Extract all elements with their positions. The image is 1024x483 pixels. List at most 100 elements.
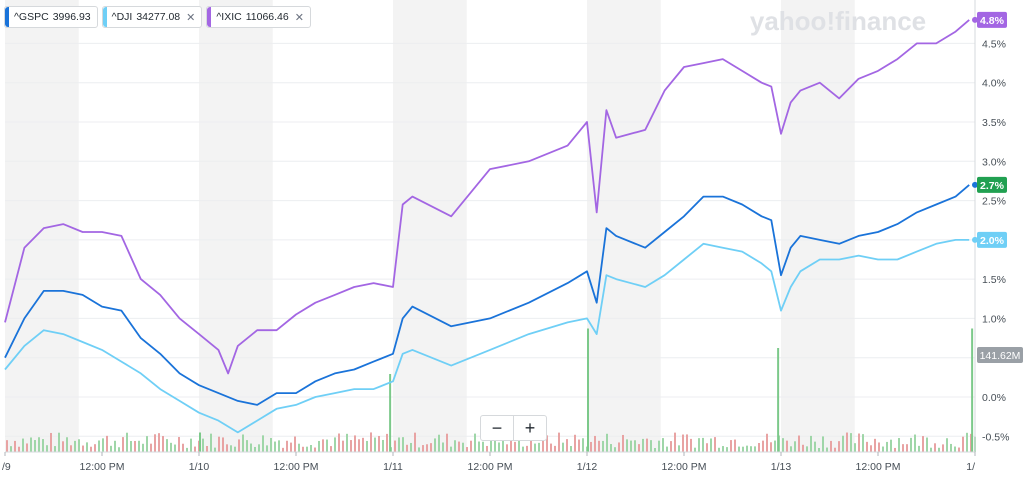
- volume-bar: [450, 446, 452, 452]
- volume-bar: [366, 440, 368, 452]
- volume-bar: [138, 440, 140, 452]
- volume-bar: [134, 440, 136, 452]
- close-icon[interactable]: ✕: [294, 11, 304, 24]
- series-line-dji: [4, 239, 970, 434]
- volume-bar: [346, 433, 348, 452]
- legend-chip-ixic[interactable]: ^IXIC 11066.46 ✕: [206, 6, 311, 28]
- volume-bar: [946, 438, 948, 452]
- session-band: [199, 0, 273, 452]
- volume-bar: [542, 433, 544, 452]
- volume-bar: [762, 440, 764, 452]
- volume-bar: [754, 446, 756, 452]
- volume-bar: [650, 440, 652, 452]
- volume-bar: [302, 446, 304, 452]
- watermark: yahoo!finance: [750, 6, 926, 36]
- volume-bar: [506, 444, 508, 452]
- volume-bar: [394, 440, 396, 452]
- volume-bar: [22, 438, 24, 452]
- volume-bar: [530, 438, 532, 452]
- volume-bar: [838, 441, 840, 452]
- x-tick-label: 1/12: [577, 461, 598, 473]
- series-symbol: ^IXIC: [216, 11, 242, 23]
- volume-bar: [230, 445, 232, 452]
- volume-bar: [870, 445, 872, 452]
- volume-bar: [726, 447, 728, 452]
- volume-bar: [250, 443, 252, 452]
- volume-bar: [566, 439, 568, 452]
- volume-bar: [410, 442, 412, 452]
- volume-bar: [846, 432, 848, 452]
- volume-bar: [430, 443, 432, 452]
- volume-bar: [878, 442, 880, 452]
- volume-label-box: [977, 347, 1023, 363]
- volume-bar: [182, 443, 184, 452]
- series-line-ixic: [4, 19, 970, 375]
- volume-bar: [826, 447, 828, 452]
- volume-bar: [210, 433, 212, 452]
- volume-bar: [958, 447, 960, 452]
- volume-bar: [910, 437, 912, 452]
- volume-bar: [590, 441, 592, 452]
- volume-bar: [54, 446, 56, 452]
- volume-bar: [298, 443, 300, 452]
- volume-bar: [354, 435, 356, 452]
- volume-bar: [546, 435, 548, 452]
- volume-bar: [414, 432, 416, 452]
- volume-bar: [242, 434, 244, 452]
- volume-bar: [890, 439, 892, 452]
- legend-chip-gspc[interactable]: ^GSPC 3996.93: [4, 6, 98, 28]
- volume-bar: [406, 444, 408, 452]
- series-end-dot: [972, 181, 978, 188]
- volume-bar: [462, 442, 464, 452]
- volume-bar: [386, 433, 388, 452]
- x-axis: /9 12:00 PM 1/10 12:00 PM 1/11 12:00 PM 1/12 12…: [2, 451, 976, 473]
- volume-bar: [582, 438, 584, 452]
- volume-bar: [906, 444, 908, 452]
- volume-bar: [514, 441, 516, 452]
- volume-bar: [810, 435, 812, 452]
- y-tick-label: 4.0%: [982, 78, 1006, 90]
- volume-bar: [554, 445, 556, 452]
- volume-bar: [434, 438, 436, 452]
- volume-bar: [830, 440, 832, 452]
- volume-bar: [942, 444, 944, 452]
- volume-bar: [178, 437, 180, 452]
- volume-bar: [854, 443, 856, 452]
- volume-bar: [738, 446, 740, 452]
- volume-bar: [646, 438, 648, 452]
- volume-bar: [722, 446, 724, 452]
- volume-bar: [766, 433, 768, 452]
- volume-bar: [110, 445, 112, 452]
- volume-bar: [314, 447, 316, 452]
- end-label-text: 4.8%: [980, 15, 1005, 27]
- volume-bar: [418, 447, 420, 452]
- volume-bar: [70, 445, 72, 452]
- close-icon[interactable]: ✕: [186, 11, 196, 24]
- plus-icon[interactable]: +: [513, 416, 546, 440]
- volume-bar: [510, 433, 512, 452]
- volume-bar: [842, 435, 844, 452]
- x-tick-label: 12:00 PM: [662, 461, 707, 473]
- volume-bar: [166, 439, 168, 452]
- x-tick-label: 12:00 PM: [856, 461, 901, 473]
- volume-bar: [606, 433, 608, 452]
- y-tick-label: 0.0%: [982, 392, 1006, 404]
- volume-bar: [194, 446, 196, 452]
- volume-bar: [894, 447, 896, 452]
- volume-bar: [674, 432, 676, 452]
- series-value: 11066.46: [245, 11, 289, 23]
- legend-chip-dji[interactable]: ^DJI 34277.08 ✕: [101, 6, 203, 28]
- volume-label-text: 141.62M: [980, 350, 1021, 362]
- volume-bar: [626, 439, 628, 452]
- x-tick-label: 12:00 PM: [468, 461, 513, 473]
- volume-bar: [46, 445, 48, 452]
- volume-bar: [326, 439, 328, 452]
- series-end-dot: [972, 236, 978, 243]
- volume-bar: [610, 444, 612, 452]
- end-label-box: [977, 11, 1007, 28]
- y-tick-label: 3.5%: [982, 117, 1006, 129]
- volume-bar: [442, 442, 444, 452]
- volume-bar: [862, 434, 864, 452]
- volume-bar: [714, 437, 716, 452]
- minus-icon[interactable]: −: [491, 417, 503, 438]
